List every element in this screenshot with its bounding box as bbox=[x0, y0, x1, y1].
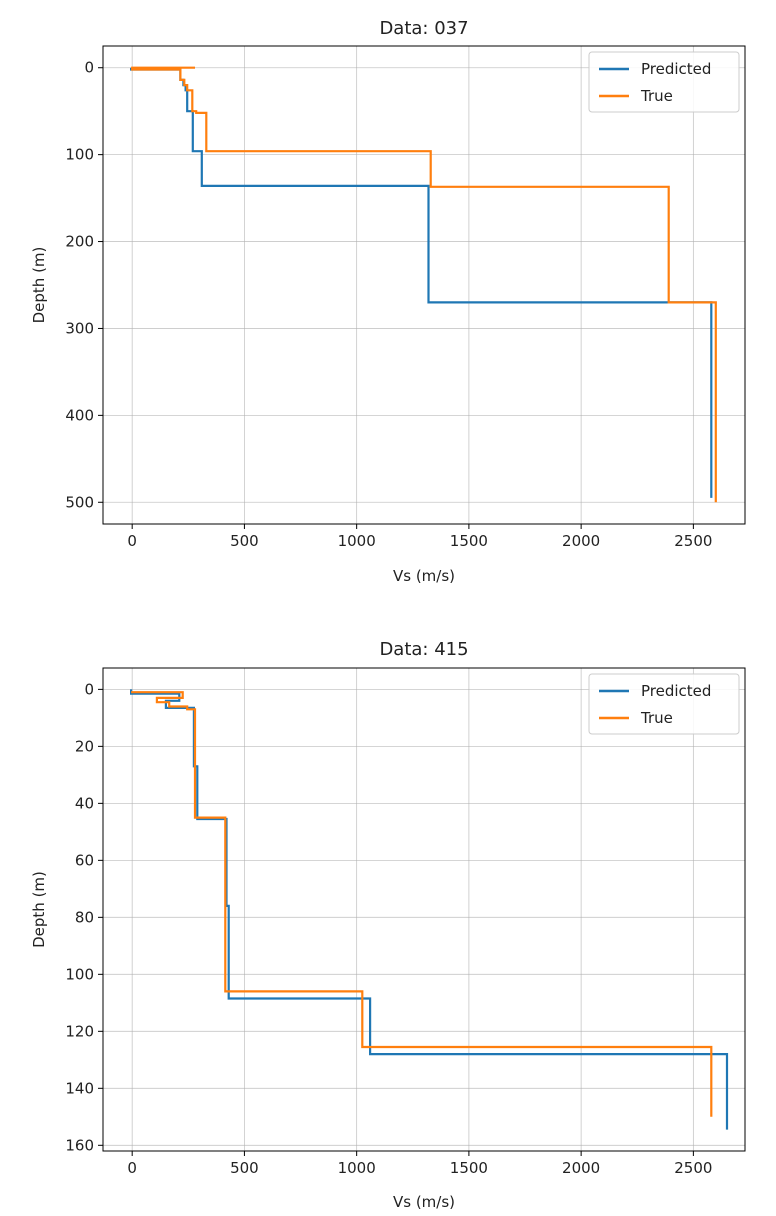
legend-label-true: True bbox=[640, 709, 673, 727]
x-tick-label: 0 bbox=[127, 1159, 137, 1177]
y-tick-label: 140 bbox=[65, 1079, 94, 1097]
y-tick-label: 60 bbox=[75, 851, 94, 869]
y-tick-label: 0 bbox=[84, 59, 94, 77]
y-tick-label: 500 bbox=[65, 493, 94, 511]
x-tick-label: 500 bbox=[230, 532, 259, 550]
y-tick-label: 100 bbox=[65, 146, 94, 164]
legend-label-predicted: Predicted bbox=[641, 682, 711, 700]
y-axis-label: Depth (m) bbox=[30, 871, 48, 948]
series-line-true bbox=[131, 66, 717, 503]
chart-data-037: 0 500 1000 1500 2000 2500 0 100 200 300 400 500 Data… bbox=[30, 18, 746, 585]
y-tick-label: 200 bbox=[65, 233, 94, 251]
plot-frame bbox=[102, 667, 746, 1152]
x-tick-label: 2500 bbox=[674, 1159, 712, 1177]
x-tick-label: 0 bbox=[127, 532, 137, 550]
y-tick-label: 400 bbox=[65, 406, 94, 424]
y-tick-label: 100 bbox=[65, 965, 94, 983]
chart-title: Data: 037 bbox=[379, 18, 468, 39]
x-axis-label: Vs (m/s) bbox=[393, 1193, 455, 1211]
y-tick-label: 0 bbox=[84, 680, 94, 698]
series-line-predicted bbox=[130, 689, 729, 1130]
plot-frame bbox=[102, 45, 746, 525]
series-line-predicted bbox=[130, 67, 713, 498]
x-tick-label: 1500 bbox=[450, 532, 488, 550]
y-tick-label: 300 bbox=[65, 319, 94, 337]
y-tick-label: 160 bbox=[65, 1136, 94, 1154]
x-tick-label: 2000 bbox=[562, 1159, 600, 1177]
legend-label-true: True bbox=[640, 87, 673, 105]
legend-label-predicted: Predicted bbox=[641, 60, 711, 78]
y-tick-label: 20 bbox=[75, 737, 94, 755]
y-tick-label: 80 bbox=[75, 908, 94, 926]
x-tick-label: 2000 bbox=[562, 532, 600, 550]
x-tick-label: 1500 bbox=[450, 1159, 488, 1177]
x-tick-label: 500 bbox=[230, 1159, 259, 1177]
series-line-true bbox=[131, 691, 713, 1117]
x-axis-label: Vs (m/s) bbox=[393, 567, 455, 585]
y-tick-label: 120 bbox=[65, 1022, 94, 1040]
y-axis-label: Depth (m) bbox=[30, 247, 48, 324]
x-tick-label: 2500 bbox=[674, 532, 712, 550]
x-tick-label: 1000 bbox=[338, 1159, 376, 1177]
chart-data-415: 0 500 1000 1500 2000 2500 0 20 40 60 80 100 120 140 16… bbox=[30, 639, 746, 1211]
chart-title: Data: 415 bbox=[379, 639, 468, 660]
y-tick-label: 40 bbox=[75, 794, 94, 812]
x-tick-label: 1000 bbox=[338, 532, 376, 550]
